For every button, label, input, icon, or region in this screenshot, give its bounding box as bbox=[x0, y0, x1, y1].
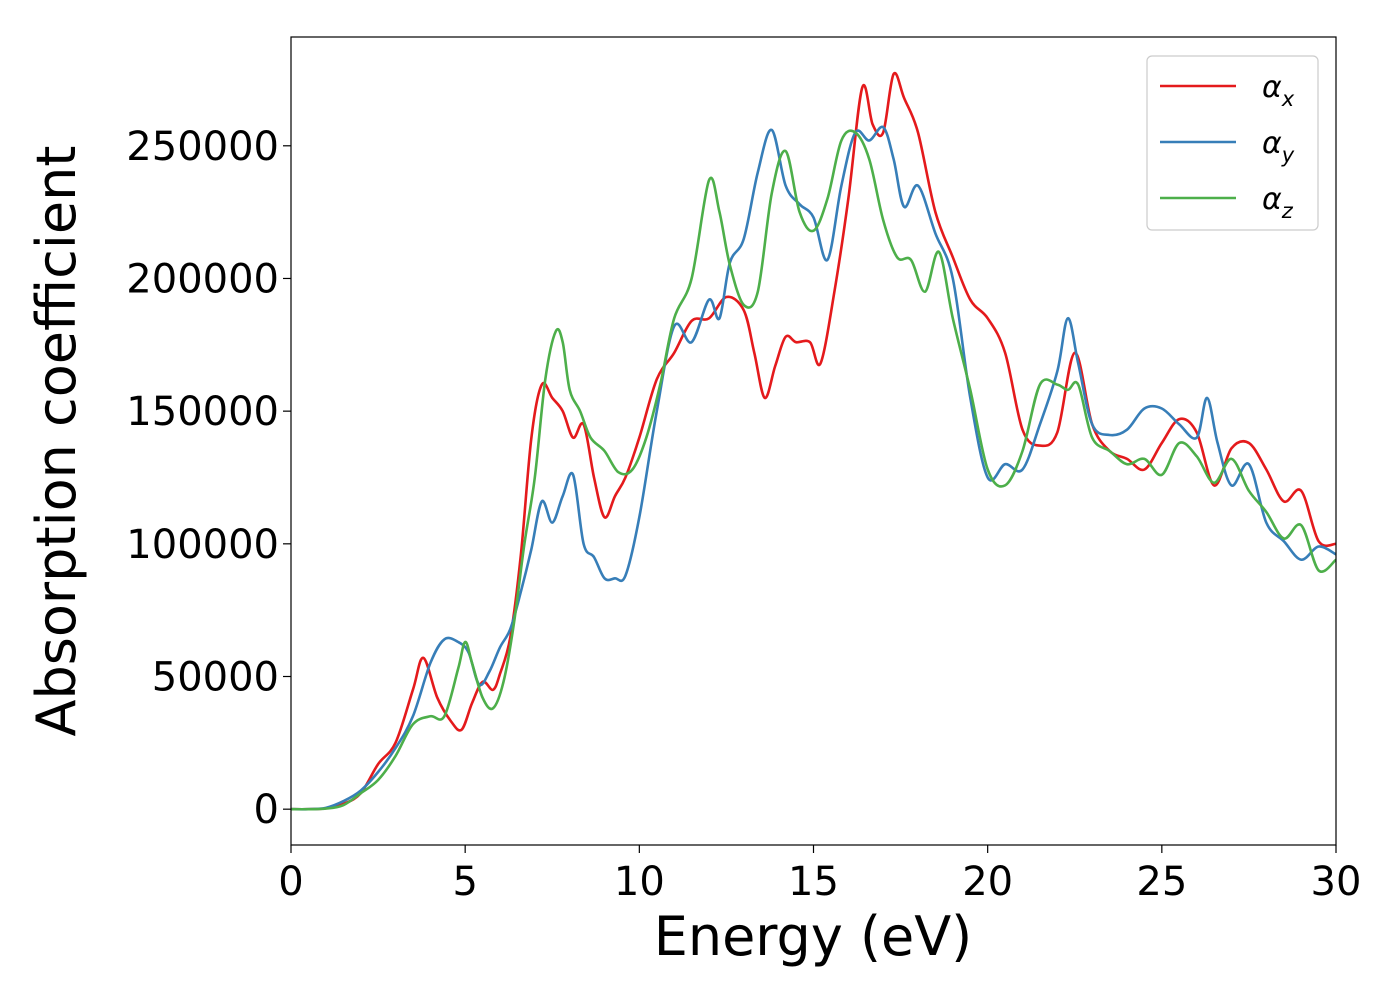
series-lines bbox=[291, 71, 1336, 811]
legend-label-alpha-y: αy bbox=[1262, 126, 1295, 167]
y-tick-label: 200000 bbox=[126, 256, 279, 302]
x-tick-label: 10 bbox=[614, 859, 665, 905]
x-axis-label: Energy (eV) bbox=[654, 905, 973, 968]
y-tick-label: 150000 bbox=[126, 389, 279, 435]
x-tick-label: 25 bbox=[1136, 859, 1187, 905]
x-tick-label: 0 bbox=[278, 859, 303, 905]
y-tick-label: 50000 bbox=[152, 655, 279, 701]
x-tick-label: 15 bbox=[788, 859, 839, 905]
legend-label-alpha-x: αx bbox=[1262, 70, 1295, 111]
series-line-alpha-z bbox=[291, 129, 1336, 811]
y-axis-ticks: 0 50000 100000 150000 200000 250000 bbox=[126, 124, 291, 833]
legend: αx αy αz bbox=[1146, 55, 1319, 231]
x-tick-label: 5 bbox=[452, 859, 477, 905]
legend-label-alpha-z: αz bbox=[1262, 182, 1294, 223]
y-tick-label: 0 bbox=[254, 787, 279, 833]
series-line-alpha-x bbox=[291, 71, 1336, 811]
y-tick-label: 250000 bbox=[126, 124, 279, 170]
x-axis-ticks: 0 5 10 15 20 25 30 bbox=[278, 845, 1361, 905]
x-tick-label: 20 bbox=[962, 859, 1013, 905]
series-line-alpha-y bbox=[291, 125, 1336, 811]
y-tick-label: 100000 bbox=[126, 522, 279, 568]
plot-frame bbox=[290, 36, 1337, 846]
x-tick-label: 30 bbox=[1311, 859, 1362, 905]
y-axis-label: Absorption coefficient bbox=[25, 146, 88, 737]
